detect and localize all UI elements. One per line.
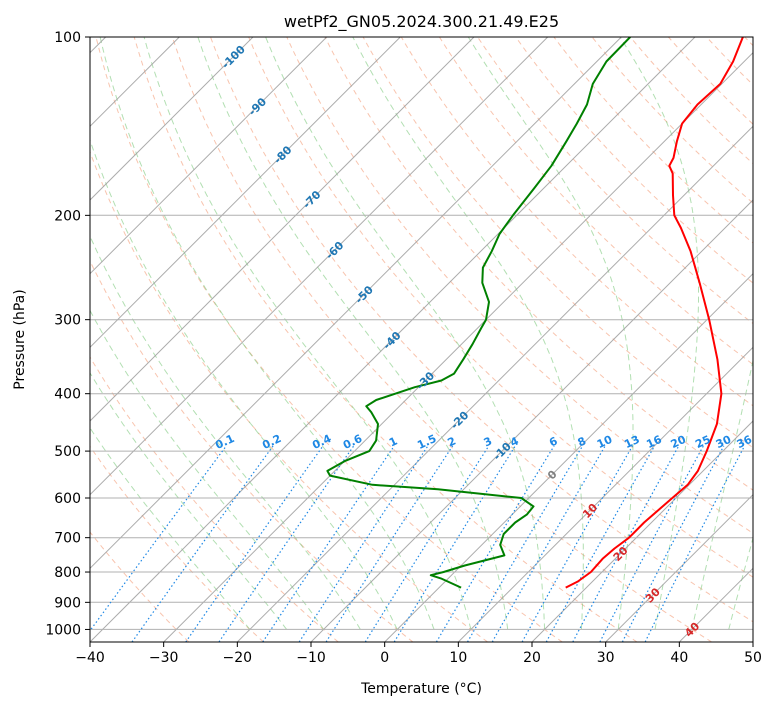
y-tick-label: 200 [54, 208, 81, 224]
y-tick-label: 500 [54, 444, 81, 460]
moist-adiabat [467, 37, 634, 630]
dry-adiabat [90, 150, 488, 642]
isotherm [90, 37, 696, 642]
dry-adiabat [90, 531, 190, 642]
moist-adiabat [728, 536, 753, 630]
isotherm [90, 37, 328, 275]
y-tick-label: 600 [54, 491, 81, 507]
y-tick-label: 800 [54, 565, 81, 581]
isotherm [384, 272, 753, 642]
temperature-profile [565, 37, 744, 589]
moist-adiabat [352, 37, 584, 630]
x-axis-ticks: −40 −30 −20 −10 0 10 20 30 40 50 [75, 642, 762, 666]
mixing-ratio-line [364, 445, 490, 642]
x-tick-label: 0 [380, 650, 389, 666]
isotherm [531, 420, 753, 642]
x-axis-label: Temperature (°C) [360, 681, 482, 697]
dry-adiabat [95, 37, 563, 642]
chart-title: wetPf2_GN05.2024.300.21.49.E25 [284, 12, 559, 32]
isotherm [90, 37, 475, 422]
x-tick-label: 30 [597, 650, 615, 666]
isotherm [457, 346, 753, 642]
mixing-ratio-label: 13 [622, 433, 641, 451]
y-tick-label: 400 [54, 387, 81, 403]
x-tick-label: −10 [296, 650, 326, 666]
x-tick-label: −30 [149, 650, 179, 666]
isotherm [90, 37, 401, 349]
mixing-ratio-line [131, 445, 274, 642]
mixing-ratio-line [466, 445, 584, 642]
isotherm [163, 51, 753, 642]
mixing-ratio-line [298, 445, 429, 642]
y-tick-label: 900 [54, 595, 81, 611]
mixing-ratio-line [218, 445, 355, 642]
moist-adiabat [90, 427, 251, 630]
mixing-ratio-label: 25 [693, 433, 712, 451]
mixing-ratio-line [262, 445, 395, 642]
background-lines [90, 37, 753, 642]
x-tick-label: −20 [223, 650, 253, 666]
moist-adiabat [619, 37, 699, 630]
dry-adiabat [438, 37, 753, 366]
isotherm [310, 199, 753, 642]
dry-adiabat [90, 259, 414, 642]
mixing-ratio-line [435, 445, 555, 642]
y-tick-label: 100 [54, 30, 81, 46]
mixing-ratio-label: 10 [595, 433, 615, 451]
moist-adiabat [90, 235, 361, 630]
isotherm [90, 37, 254, 201]
mixing-ratio-line [325, 445, 454, 642]
moist-adiabat [197, 37, 509, 630]
dry-adiabat [324, 37, 753, 491]
x-tick-label: 10 [449, 650, 467, 666]
mixing-ratio-line [621, 445, 725, 642]
moist-adiabat [90, 309, 324, 630]
y-axis-ticks: 100 200 300 400 500 600 700 800 900 1000 [45, 30, 90, 638]
x-tick-label: 40 [670, 650, 688, 666]
y-tick-label: 1000 [45, 622, 81, 638]
isotherm [90, 37, 549, 496]
moist-adiabat [90, 371, 288, 630]
mixing-ratio-label: 20 [669, 433, 689, 451]
mixing-ratio-label: 30 [714, 433, 734, 451]
y-axis-label: Pressure (hPa) [12, 289, 28, 389]
dry-adiabat [133, 37, 638, 642]
dry-adiabat [90, 356, 339, 642]
x-tick-label: −40 [75, 650, 105, 666]
mixing-ratio-label: 36 [735, 433, 755, 451]
isotherm [605, 493, 753, 642]
mixing-ratio-line [644, 445, 746, 642]
mixing-ratio-line [545, 445, 656, 642]
x-tick-label: 50 [744, 650, 762, 666]
moist-adiabat [99, 37, 435, 630]
moist-adiabat [90, 138, 398, 630]
mixing-ratio-line [521, 445, 634, 642]
dewpoint-profile [326, 37, 631, 589]
y-tick-label: 300 [54, 313, 81, 329]
plot-area [90, 37, 753, 642]
moist-adiabat [691, 358, 753, 630]
mixing-ratio-label: 16 [644, 433, 664, 451]
sounding-lines [326, 37, 744, 589]
moist-adiabat [265, 37, 546, 630]
dry-adiabat [286, 37, 753, 534]
plot-frame [89, 36, 754, 643]
isotherm [90, 37, 622, 570]
y-tick-label: 700 [54, 531, 81, 547]
mixing-ratio-line [393, 445, 516, 642]
x-tick-label: 20 [523, 650, 541, 666]
mixing-ratio-line [185, 445, 324, 642]
isotherm [236, 125, 753, 642]
